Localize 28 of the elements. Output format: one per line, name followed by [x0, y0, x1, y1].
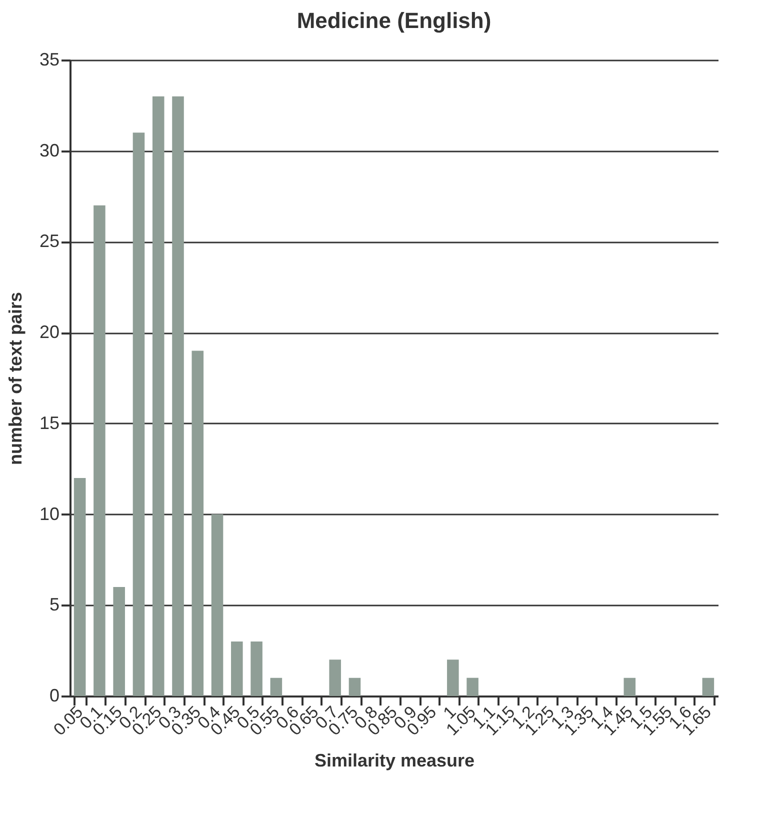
chart-title: Medicine (English): [296, 8, 492, 33]
y-axis-title: number of text pairs: [5, 292, 26, 466]
y-tick-label: 30: [39, 140, 60, 160]
y-tick-label: 10: [39, 504, 60, 524]
bar: [250, 641, 262, 696]
bar: [74, 478, 86, 696]
bar: [152, 96, 164, 696]
bar: [211, 514, 224, 696]
bar: [172, 96, 184, 696]
y-tick-label: 25: [39, 231, 60, 252]
bar: [329, 660, 341, 696]
bar: [270, 678, 282, 696]
bar: [94, 205, 106, 696]
bar: [231, 641, 243, 696]
y-tick-label: 15: [39, 412, 60, 433]
x-axis-title: Similarity measure: [314, 750, 475, 771]
bar: [113, 586, 125, 696]
bar: [447, 660, 459, 696]
y-tick-label: 5: [49, 594, 60, 615]
bar: [348, 678, 361, 696]
bar: [466, 678, 478, 696]
bar: [624, 678, 636, 696]
bar: [702, 678, 714, 696]
y-tick-label: 35: [39, 50, 60, 70]
y-tick-label: 0: [49, 686, 60, 706]
y-tick-label: 20: [39, 322, 60, 342]
bar: [192, 350, 204, 696]
bar: [132, 132, 145, 696]
